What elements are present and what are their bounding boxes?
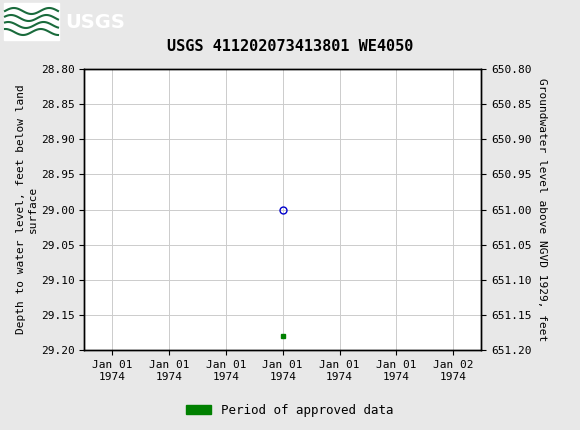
Text: USGS: USGS xyxy=(65,12,125,31)
Legend: Period of approved data: Period of approved data xyxy=(181,399,399,421)
Y-axis label: Depth to water level, feet below land
surface: Depth to water level, feet below land su… xyxy=(16,85,38,335)
Y-axis label: Groundwater level above NGVD 1929, feet: Groundwater level above NGVD 1929, feet xyxy=(537,78,547,341)
Text: USGS 411202073413801 WE4050: USGS 411202073413801 WE4050 xyxy=(167,39,413,54)
Bar xyxy=(4,3,59,40)
